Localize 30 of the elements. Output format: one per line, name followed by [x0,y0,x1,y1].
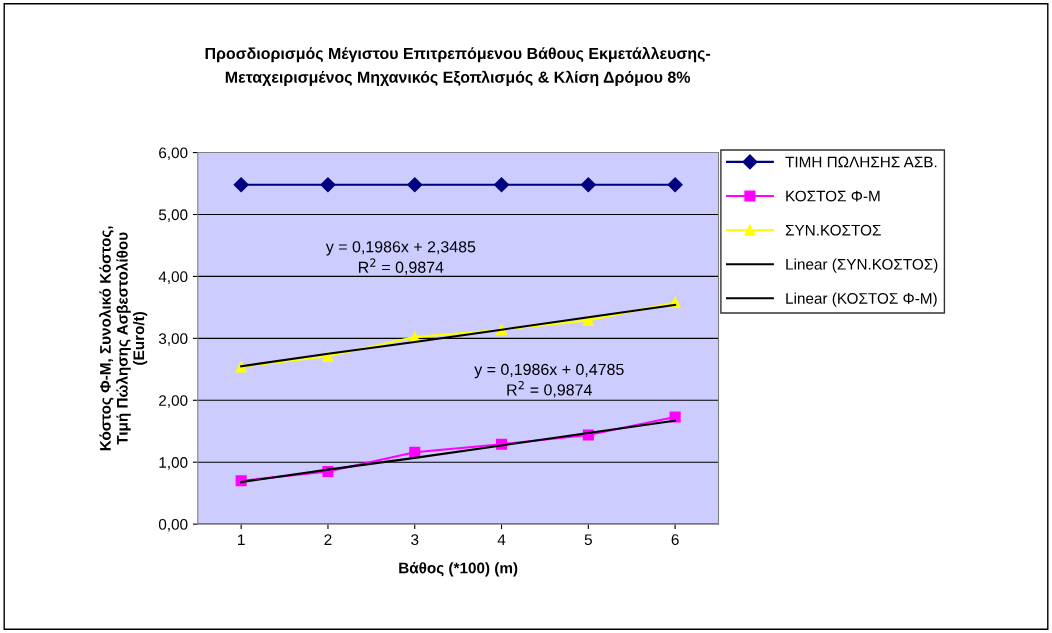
point [667,177,683,193]
annotation: y = 0,1986x + 0,4785 R$^{2}$ = 0,9874 [474,363,624,398]
y-tick-label: 6,00 [159,147,188,161]
chart-title: Προσδιορισμός Μέγιστου Επιτρεπόμενου Βάθους Εκμετάλλευσης- Μεταχειρισμένος Μηχανικός Εξοπλισμός & Κλίση Δρόμου 8% [205,46,711,86]
x-tick-label: 5 [584,534,592,546]
legend-label: ΣΥΝ.ΚΟΣΤΟΣ [785,224,881,236]
x-tick-label: 2 [324,534,332,545]
x-tick-label: 4 [497,534,506,545]
point [233,177,249,193]
y-tick-label: 1,00 [159,457,188,470]
y-axis-title: Κόστος Φ-Μ, Συνολικό Κόστος, Τιμή Πώλησης Ασβεστολίθου (Euro/t) [99,226,148,451]
point [580,177,596,193]
y-tick-label: 0,00 [158,518,188,532]
y-tick-label: 2,00 [159,395,188,408]
x-tick-label: 1 [238,534,245,545]
point [582,314,594,326]
y-tick-label: 5,00 [158,209,188,222]
point [493,177,510,193]
legend-label: ΚΟΣΤΟΣ Φ-Μ [786,190,880,202]
annotation: y = 0,1986x + 2,3485 R$^{2}$ = 0,9874 [325,241,476,275]
legend-label: Linear (ΚΟΣΤΟΣ Φ-Μ) [786,292,937,307]
point [320,177,336,193]
x-axis-title: Βάθος (*100) (m) [399,561,518,577]
x-tick-label: 3 [411,534,419,546]
y-tick-label: 3,00 [158,333,188,346]
legend-label: ΤΙΜΗ ΠΩΛΗΣΗΣ ΑΣΒ. [785,156,937,168]
x-tick-label: 6 [671,534,679,546]
point [407,177,423,193]
y-tick-label: 4,00 [158,271,188,284]
legend-label: Linear (ΣΥΝ.ΚΟΣΤΟΣ) [786,258,938,273]
